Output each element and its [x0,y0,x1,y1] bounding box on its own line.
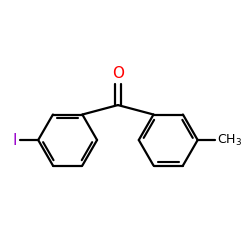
Text: O: O [112,66,124,82]
Text: CH$_3$: CH$_3$ [217,132,242,148]
Text: I: I [12,132,17,148]
